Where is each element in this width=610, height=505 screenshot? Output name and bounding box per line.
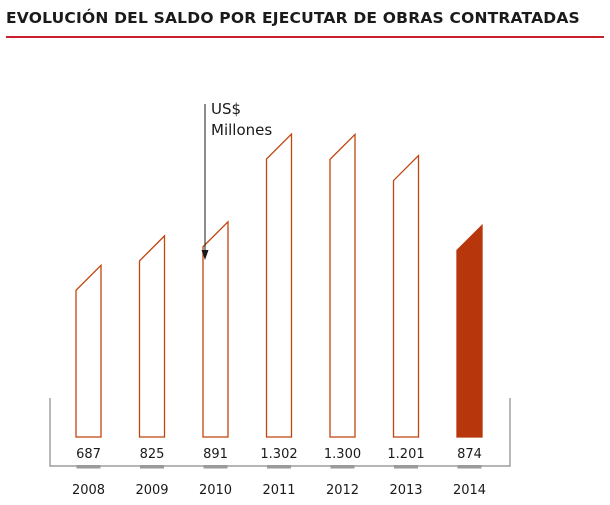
bar-2014 xyxy=(456,223,483,438)
bars-group xyxy=(75,132,483,438)
unit-annotation: US$ Millones xyxy=(201,100,272,260)
bar-2011 xyxy=(265,132,293,438)
year-label-2012: 2012 xyxy=(326,483,359,498)
value-label-2013: 1.201 xyxy=(387,447,424,462)
tick-mark-2008 xyxy=(76,465,101,469)
year-label-2014: 2014 xyxy=(453,483,486,498)
bar-2008 xyxy=(75,263,102,438)
value-label-2008: 687 xyxy=(76,447,101,462)
year-label-2011: 2011 xyxy=(262,483,295,498)
chart-title: EVOLUCIÓN DEL SALDO POR EJECUTAR DE OBRA… xyxy=(6,9,580,27)
value-label-2014: 874 xyxy=(457,447,482,462)
tick-mark-2014 xyxy=(457,465,482,469)
bar-2012 xyxy=(329,132,356,438)
year-label-2008: 2008 xyxy=(72,483,105,498)
year-label-2013: 2013 xyxy=(389,483,422,498)
tick-mark-2009 xyxy=(140,465,164,469)
value-label-2009: 825 xyxy=(140,447,165,462)
year-label-2009: 2009 xyxy=(135,483,168,498)
tick-mark-2013 xyxy=(394,465,418,469)
tick-mark-2010 xyxy=(203,465,228,469)
unit-label-scale: Millones xyxy=(211,121,272,139)
tick-mark-2012 xyxy=(330,465,355,469)
year-label-2010: 2010 xyxy=(199,483,232,498)
unit-label-currency: US$ xyxy=(211,100,241,118)
title-divider xyxy=(6,36,604,38)
value-label-2010: 891 xyxy=(203,447,228,462)
unit-arrowhead xyxy=(201,250,209,260)
bar-2013 xyxy=(392,154,420,438)
value-label-2011: 1.302 xyxy=(260,447,297,462)
tick-mark-2011 xyxy=(267,465,291,469)
bar-2010 xyxy=(202,220,229,438)
value-label-2012: 1.300 xyxy=(324,447,361,462)
bar-2009 xyxy=(138,234,166,438)
labels-group: 687 2008 825 2009 891 2010 1.302 2011 1.300 2012 1… xyxy=(72,447,486,498)
